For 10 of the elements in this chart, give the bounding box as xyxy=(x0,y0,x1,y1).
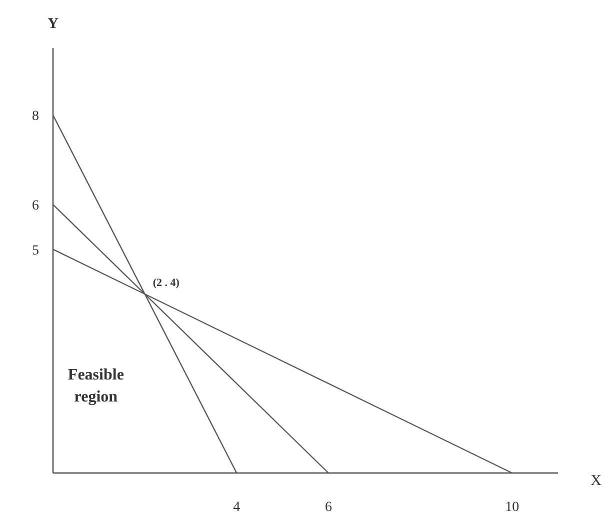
x-axis-title: X xyxy=(590,473,602,489)
x-tick-label: 10 xyxy=(505,500,520,515)
x-tick-label: 4 xyxy=(233,500,240,515)
annotation: Feasible region xyxy=(68,366,124,406)
y-tick-label: 8 xyxy=(32,109,39,124)
annotation: (2 . 4) xyxy=(152,277,180,290)
x-tick-label: 6 xyxy=(324,500,332,515)
y-tick-label: 5 xyxy=(32,243,39,258)
y-axis-title: Y xyxy=(48,16,59,32)
y-tick-label: 6 xyxy=(32,198,39,214)
